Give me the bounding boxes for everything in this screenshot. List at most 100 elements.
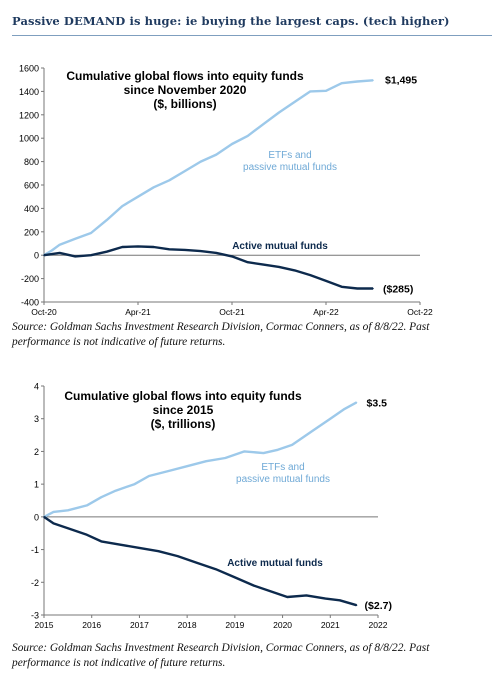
chart-title-line: Cumulative global flows into equity fund…	[66, 69, 304, 83]
data-point	[215, 252, 218, 254]
data-point	[224, 457, 227, 459]
x-tick-label: 2022	[369, 620, 388, 630]
data-point	[339, 599, 341, 602]
data-point	[58, 243, 61, 246]
data-point	[253, 584, 255, 587]
data-point	[119, 543, 122, 546]
data-point	[293, 269, 296, 272]
y-tick-label: 0	[34, 512, 39, 522]
data-point	[168, 179, 171, 182]
x-tick-label: Apr-22	[313, 307, 339, 317]
series-line-active	[43, 245, 373, 290]
data-point	[133, 483, 136, 485]
series-label: passive mutual funds	[243, 162, 337, 173]
data-point	[305, 594, 308, 597]
data-point	[231, 255, 233, 258]
chart-title-line: since 2015	[153, 403, 214, 417]
data-point	[43, 516, 45, 518]
chart-title-line: ($, billions)	[153, 97, 216, 111]
end-value-label: ($285)	[383, 284, 413, 296]
data-point	[137, 245, 139, 248]
data-point	[105, 219, 108, 221]
end-value-label: $1,495	[385, 74, 417, 86]
series-label: Active mutual funds	[232, 241, 328, 252]
data-point	[186, 465, 188, 467]
data-point	[74, 238, 77, 240]
data-point	[67, 509, 69, 512]
chart-title-line: Cumulative global flows into equity fund…	[64, 389, 302, 403]
y-tick-label: -200	[21, 274, 39, 284]
data-point	[86, 504, 88, 507]
data-point	[262, 123, 265, 125]
data-point	[356, 287, 359, 290]
x-tick-label: 2016	[82, 620, 101, 630]
y-tick-label: 1400	[19, 87, 39, 97]
y-tick-label: -1	[31, 545, 39, 555]
y-tick-label: 1	[34, 480, 39, 490]
data-point	[278, 266, 280, 268]
y-tick-label: 200	[24, 227, 39, 237]
data-point	[90, 254, 92, 256]
data-point	[100, 496, 103, 498]
data-point	[152, 186, 155, 189]
data-point	[58, 252, 61, 254]
data-point	[286, 596, 289, 598]
data-point	[343, 408, 346, 410]
data-point	[309, 90, 312, 93]
y-tick-label: 1600	[19, 64, 39, 74]
x-tick-label: 2020	[273, 620, 292, 630]
y-tick-label: -2	[31, 578, 39, 588]
x-tick-label: Apr-21	[125, 307, 151, 317]
data-point	[355, 401, 358, 404]
y-tick-label: -400	[21, 298, 39, 308]
data-point	[114, 489, 117, 492]
chart-title-line: ($, trillions)	[151, 417, 216, 431]
data-point	[262, 452, 265, 454]
series-label: ETFs and	[268, 150, 311, 161]
data-point	[215, 568, 217, 570]
page-title: Passive DEMAND is huge: ie buying the la…	[12, 14, 450, 28]
chart-billions: 16001400120010008006004002000-200-400Oct…	[19, 64, 433, 318]
data-point	[138, 547, 141, 549]
y-tick-label: 800	[24, 157, 39, 167]
data-point	[86, 534, 88, 536]
x-tick-label: Oct-21	[219, 307, 245, 317]
y-tick-label: -3	[31, 611, 39, 621]
data-point	[277, 449, 279, 451]
data-point	[272, 591, 274, 593]
data-point	[355, 604, 358, 606]
data-point	[293, 101, 296, 103]
data-point	[148, 475, 150, 477]
data-point	[372, 79, 374, 82]
data-point	[67, 527, 69, 530]
x-tick-label: 2019	[225, 620, 244, 630]
data-point	[74, 255, 77, 258]
data-point	[243, 450, 246, 453]
series-label: passive mutual funds	[236, 474, 330, 485]
data-point	[105, 250, 108, 253]
y-tick-label: 400	[24, 204, 39, 214]
data-point	[51, 249, 53, 252]
data-point	[43, 254, 45, 256]
end-value-label: ($2.7)	[365, 600, 392, 612]
series-line-passive	[43, 401, 358, 518]
data-point	[310, 431, 313, 433]
y-tick-label: 1200	[19, 110, 39, 120]
source-note-2: Source: Goldman Sachs Investment Researc…	[12, 642, 430, 669]
y-tick-label: 600	[24, 181, 39, 191]
data-point	[52, 522, 55, 525]
data-point	[184, 249, 186, 251]
data-point	[309, 274, 312, 276]
data-point	[199, 250, 202, 252]
data-point	[157, 550, 160, 552]
data-point	[152, 246, 155, 248]
y-tick-label: 4	[34, 382, 39, 392]
y-tick-label: 1000	[19, 134, 39, 144]
data-point	[195, 561, 198, 564]
x-tick-label: 2015	[35, 620, 54, 630]
data-point	[372, 287, 374, 290]
data-point	[325, 90, 327, 92]
header-divider	[12, 35, 492, 36]
data-point	[168, 248, 171, 251]
